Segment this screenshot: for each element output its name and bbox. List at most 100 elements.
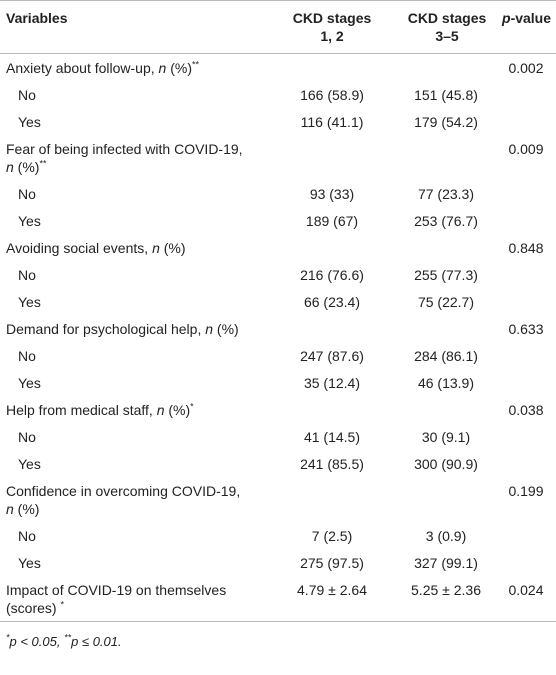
table-cell: 0.848 (496, 234, 556, 261)
table-cell (396, 135, 496, 180)
table-cell: 4.79 ± 2.64 (268, 576, 396, 622)
table-cell: 41 (14.5) (268, 423, 396, 450)
table-cell: No (0, 423, 268, 450)
table-cell: 300 (90.9) (396, 450, 496, 477)
table-cell: 77 (23.3) (396, 180, 496, 207)
cell-text: No (18, 347, 36, 364)
table-cell: Yes (0, 549, 268, 576)
table-cell: 35 (12.4) (268, 369, 396, 396)
cell-text: No (18, 428, 36, 445)
cell-text: 35 (12.4) (303, 374, 361, 391)
text-run: n (6, 500, 14, 517)
cell-text: No (18, 266, 36, 283)
text-run: * (6, 632, 10, 643)
table-cell: 0.633 (496, 315, 556, 342)
cell-text: 275 (97.5) (300, 554, 364, 571)
table-cell: 189 (67) (268, 207, 396, 234)
text-run: p ≤ 0.01. (71, 634, 122, 649)
table-cell: No (0, 522, 268, 549)
cell-text: 0.633 (508, 320, 544, 337)
cell-text: Yes (18, 374, 41, 391)
table-cell (496, 81, 556, 108)
footnote: *p < 0.05, **p ≤ 0.01. (0, 622, 556, 649)
cell-text: No (18, 527, 36, 544)
text-run: * (190, 400, 194, 411)
table-cell: 255 (77.3) (396, 261, 496, 288)
header-cell: CKD stages 3–5 (396, 0, 496, 54)
cell-text: 0.199 (508, 482, 544, 499)
text-run: p < 0.05, (9, 634, 65, 649)
table-cell: 241 (85.5) (268, 450, 396, 477)
table-cell: Yes (0, 288, 268, 315)
text-run: Help from medical staff, (6, 401, 157, 418)
table-cell: 284 (86.1) (396, 342, 496, 369)
table-cell (496, 288, 556, 315)
level-row: Yes 275 (97.5) 327 (99.1) (0, 549, 556, 576)
level-row: Yes 35 (12.4) 46 (13.9) (0, 369, 556, 396)
cell-text: 189 (67) (305, 212, 359, 229)
cell-text: 75 (22.7) (417, 293, 475, 310)
text-run: n (152, 239, 160, 256)
cell-text: 77 (23.3) (417, 185, 475, 202)
header-cell: CKD stages 1, 2 (268, 0, 396, 54)
text-run: Demand for psychological help, (6, 320, 206, 337)
no-wrap-group: n (%) (152, 240, 185, 256)
level-row: No 41 (14.5) 30 (9.1) (0, 423, 556, 450)
cell-text: 216 (76.6) (300, 266, 364, 283)
table-cell (496, 180, 556, 207)
cell-text: 0.024 (508, 581, 544, 598)
table-cell (496, 108, 556, 135)
table-cell (496, 423, 556, 450)
text-run: Impact of COVID-19 on themselves (scores… (6, 581, 227, 616)
cell-text: 327 (99.1) (414, 554, 478, 571)
table-cell: 253 (76.7) (396, 207, 496, 234)
cell-text: 179 (54.2) (414, 113, 478, 130)
no-wrap-group: n (%)** (159, 58, 200, 75)
table-cell: 179 (54.2) (396, 108, 496, 135)
header-text: CKD stages 3–5 (407, 10, 487, 44)
cell-text: 93 (33) (309, 185, 355, 202)
table-cell: 327 (99.1) (396, 549, 496, 576)
variable-label: Fear of being infected with COVID-19, n … (0, 135, 268, 180)
table-cell (396, 477, 496, 522)
table-cell (268, 234, 396, 261)
table-cell (268, 135, 396, 180)
text-run: ** (192, 58, 200, 69)
table-cell (268, 54, 396, 82)
table-cell: 0.024 (496, 576, 556, 622)
table-cell: Yes (0, 108, 268, 135)
table-cell: 216 (76.6) (268, 261, 396, 288)
table-cell: 166 (58.9) (268, 81, 396, 108)
variable-row: Impact of COVID-19 on themselves (scores… (0, 576, 556, 622)
cell-text: 0.002 (508, 59, 544, 76)
level-row: Yes 241 (85.5) 300 (90.9) (0, 450, 556, 477)
level-row: No 93 (33) 77 (23.3) (0, 180, 556, 207)
header-row: Variables CKD stages 1, 2 CKD stages 3–5… (0, 0, 556, 54)
table-cell: 151 (45.8) (396, 81, 496, 108)
table-cell: 3 (0.9) (396, 522, 496, 549)
cell-text: 300 (90.9) (414, 455, 478, 472)
text-run: p (502, 10, 511, 26)
text-run: ** (64, 632, 72, 643)
table-cell: 0.199 (496, 477, 556, 522)
level-row: Yes 116 (41.1) 179 (54.2) (0, 108, 556, 135)
text-run: (%) (213, 320, 239, 337)
variable-row: Avoiding social events, n (%) 0.848 (0, 234, 556, 261)
table-cell: 93 (33) (268, 180, 396, 207)
header-cell: p-value (496, 0, 556, 54)
table-cell: No (0, 342, 268, 369)
variable-label: Anxiety about follow-up, n (%)** (0, 54, 268, 82)
text-run: n (156, 401, 165, 418)
text-run: * (60, 598, 64, 609)
table-cell (268, 396, 396, 423)
table-cell: Yes (0, 450, 268, 477)
table-cell (268, 477, 396, 522)
level-row: No 216 (76.6) 255 (77.3) (0, 261, 556, 288)
cell-text: No (18, 86, 36, 103)
level-row: No 247 (87.6) 284 (86.1) (0, 342, 556, 369)
cell-text: 116 (41.1) (300, 113, 364, 130)
cell-text: 253 (76.7) (414, 212, 478, 229)
table-cell: No (0, 81, 268, 108)
cell-text: Yes (18, 293, 41, 310)
cell-text: 3 (0.9) (425, 527, 467, 544)
